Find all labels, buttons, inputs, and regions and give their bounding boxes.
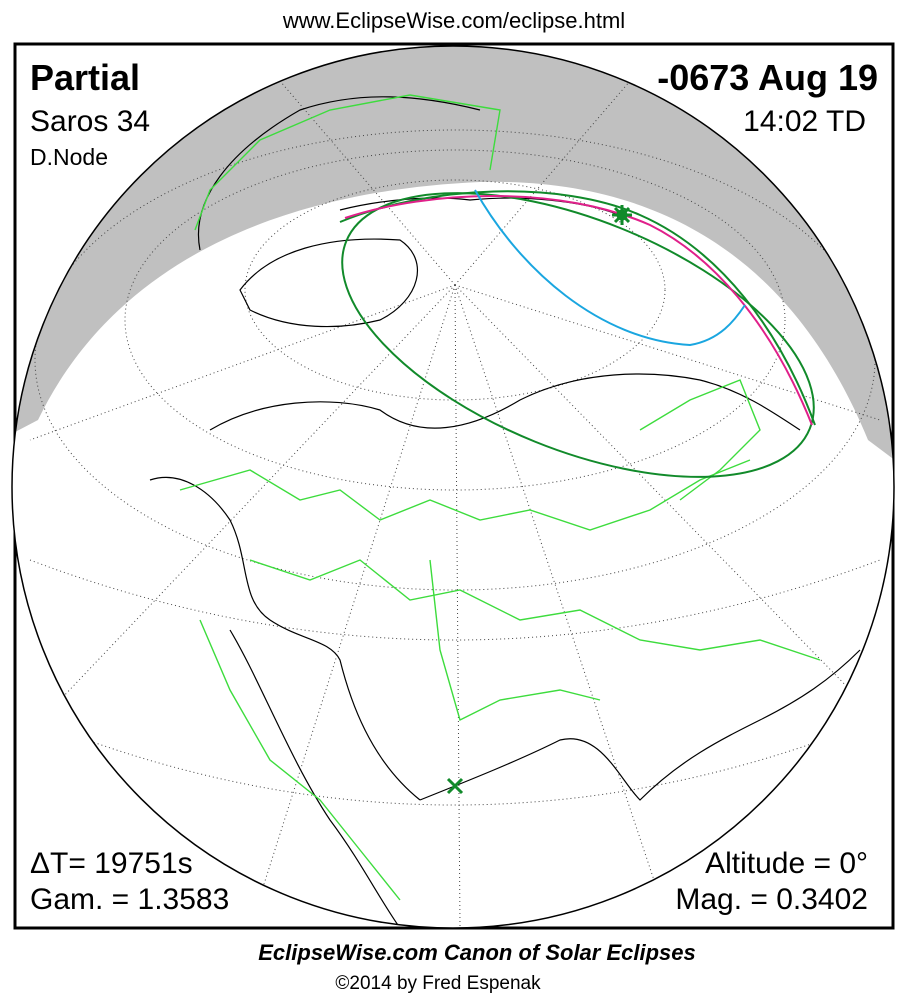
magnitude: Mag. = 0.3402 bbox=[675, 883, 868, 916]
date: -0673 Aug 19 bbox=[657, 57, 878, 98]
node: D.Node bbox=[30, 144, 108, 170]
time: 14:02 TD bbox=[743, 105, 866, 138]
borders bbox=[179, 94, 821, 901]
greatest-eclipse-marker bbox=[612, 205, 632, 225]
sub-solar-marker bbox=[446, 777, 464, 795]
night-region bbox=[12, 46, 894, 470]
saros: Saros 34 bbox=[30, 105, 150, 138]
delta-t: ΔT= 19751s bbox=[30, 847, 193, 880]
penumbra-limit bbox=[341, 192, 815, 478]
globe-outline bbox=[11, 45, 895, 929]
url: www.EclipseWise.com/eclipse.html bbox=[282, 8, 625, 33]
sunrise-curve bbox=[474, 189, 746, 347]
limit-line bbox=[339, 190, 816, 426]
eclipse-type: Partial bbox=[30, 57, 140, 98]
altitude: Altitude = 0° bbox=[705, 847, 868, 880]
max-eclipse-line bbox=[344, 195, 813, 426]
copyright: ©2014 by Fred Espenak bbox=[335, 973, 541, 994]
globe bbox=[12, 46, 894, 928]
gamma: Gam. = 1.3583 bbox=[30, 883, 229, 916]
canon-title: EclipseWise.com Canon of Solar Eclipses bbox=[258, 940, 696, 965]
